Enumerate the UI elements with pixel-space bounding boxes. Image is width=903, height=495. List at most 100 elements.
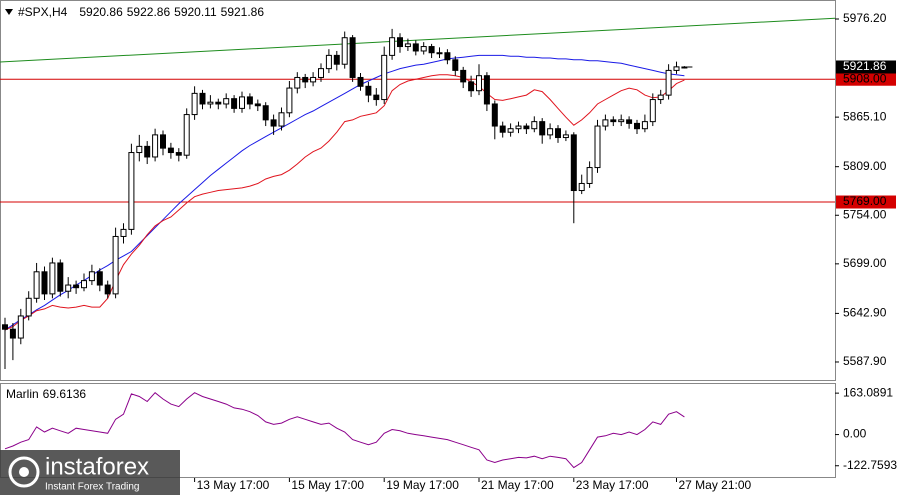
candle-body — [657, 94, 664, 101]
logo-icon — [8, 456, 40, 488]
candle-body — [207, 101, 214, 105]
high-value: 5922.86 — [127, 5, 171, 19]
candle-body — [246, 96, 253, 105]
logo-name: instaforex — [45, 453, 149, 480]
level-label: 5769.00 — [843, 194, 887, 208]
y-tick-label: 5754.00 — [843, 207, 887, 221]
y-tick-label: 5865.10 — [843, 109, 887, 123]
candle-body — [262, 105, 269, 121]
menu-triangle — [5, 9, 13, 15]
candle-body — [499, 125, 506, 133]
trendline — [0, 17, 836, 63]
candle-body — [73, 284, 80, 289]
y-tick-label: 5587.90 — [843, 354, 887, 368]
candle-body — [397, 37, 403, 48]
symbol: #SPX,H4 — [18, 5, 68, 19]
candle-body — [586, 167, 593, 184]
candle-body — [2, 324, 8, 330]
candle-body — [136, 145, 143, 154]
candle-body — [144, 145, 151, 158]
candle-body — [436, 52, 443, 55]
candle-body — [25, 297, 32, 317]
candle-body — [160, 134, 166, 149]
candle-body — [278, 112, 285, 127]
oscillator-tick-label: -122.7593 — [843, 458, 897, 472]
x-tick-label: 15 May 17:00 — [291, 478, 364, 492]
candle-body — [365, 85, 372, 96]
candle-body — [49, 262, 56, 295]
oscillator-name: Marlin — [6, 387, 39, 401]
candle-body — [468, 81, 475, 92]
candle-body — [96, 271, 103, 286]
candle-body — [57, 262, 64, 292]
candle-body — [515, 125, 522, 130]
candle-body — [444, 52, 451, 61]
candle-body — [460, 69, 467, 83]
candle-body — [191, 92, 198, 116]
low-value: 5920.11 — [174, 5, 217, 19]
candle-body — [65, 284, 72, 292]
candle-body — [175, 152, 182, 156]
candle-body — [602, 119, 609, 127]
x-tick-label: 19 May 17:00 — [386, 478, 459, 492]
x-tick-label: 21 May 17:00 — [481, 478, 554, 492]
logo-tagline: Instant Forex Trading — [45, 482, 140, 493]
candle-body — [81, 280, 87, 289]
logo-icon-center — [19, 467, 29, 477]
level-label-box — [836, 195, 896, 209]
candle-body — [128, 152, 135, 230]
y-tick-label: 5976.20 — [843, 11, 887, 25]
candle-body — [357, 76, 364, 87]
level-label: 5908.00 — [843, 71, 887, 85]
candle-body — [286, 87, 293, 114]
candle-body — [318, 68, 324, 78]
candle-body — [104, 284, 111, 295]
candle-body — [523, 125, 530, 130]
oscillator-label: Marlin 69.6136 — [6, 387, 86, 401]
candle-body — [112, 235, 119, 295]
oscillator-tick-label: 163.0891 — [843, 385, 893, 399]
y-tick-label: 5642.90 — [843, 306, 887, 320]
candle-body — [539, 121, 546, 136]
candle-body — [381, 54, 388, 101]
candle-body — [673, 66, 680, 71]
candle-body — [610, 119, 617, 123]
candle-body — [152, 134, 159, 158]
oscillator-line — [4, 392, 685, 469]
level-label-box — [836, 72, 896, 86]
candle-body — [420, 46, 427, 52]
close-value: 5921.86 — [221, 5, 265, 19]
candle-body — [183, 114, 190, 156]
candle-body — [215, 101, 222, 105]
candle-body — [294, 76, 301, 89]
x-tick-label: 27 May 21:00 — [679, 478, 752, 492]
header: #SPX,H4 5920.86 5922.86 5920.11 5921.86 — [18, 5, 264, 19]
candle-body — [665, 69, 672, 96]
x-tick-label: 23 May 17:00 — [576, 478, 649, 492]
candle-body — [547, 128, 554, 136]
candle-body — [9, 328, 16, 339]
candle-body — [404, 43, 411, 48]
candle-body — [325, 54, 332, 70]
candle-body — [626, 119, 633, 124]
oscillator-tick-label: 0.00 — [843, 427, 867, 441]
candle-body — [254, 103, 261, 107]
open-value: 5920.86 — [79, 5, 123, 19]
candle-body — [41, 271, 48, 295]
candle-body — [310, 76, 317, 83]
candle-body — [562, 134, 569, 139]
candle-body — [618, 119, 625, 123]
candle-body — [483, 75, 490, 105]
candle-body — [88, 271, 95, 282]
candle-body — [199, 92, 206, 105]
candle-body — [373, 94, 380, 101]
main-panel — [0, 0, 836, 381]
candle-body — [531, 121, 538, 130]
y-tick-label: 5699.00 — [843, 256, 887, 270]
candle-body — [17, 315, 24, 339]
candle-body — [349, 37, 356, 78]
candle-body — [452, 59, 459, 71]
logo-background — [0, 450, 180, 495]
candle-body — [302, 76, 309, 83]
candle-body — [428, 46, 435, 54]
